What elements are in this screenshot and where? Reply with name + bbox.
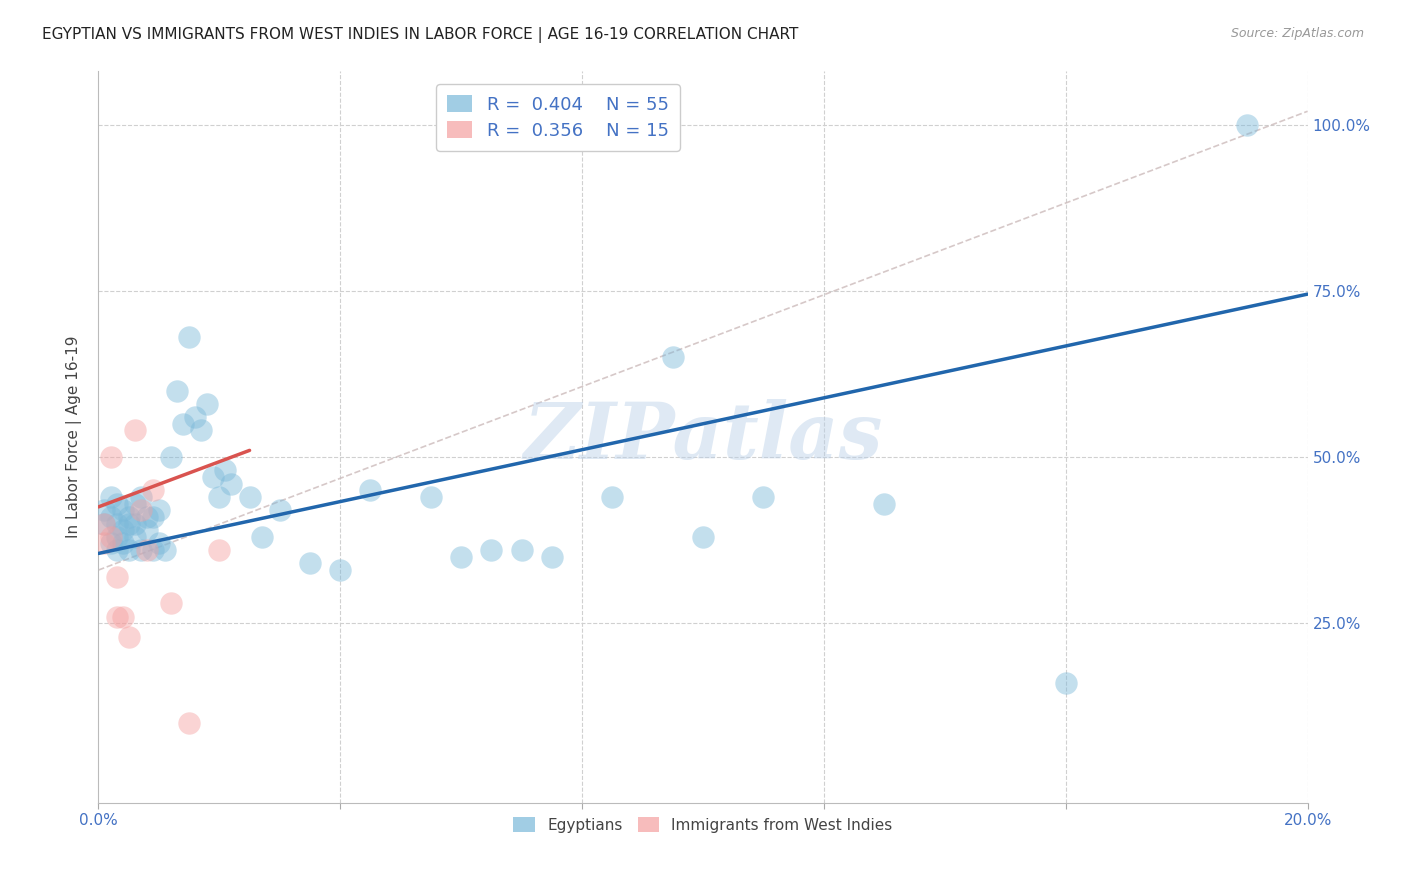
Point (208, 543, 231, 558)
Point (208, 490, 231, 504)
Point (153, 543, 176, 558)
Point (239, 490, 262, 504)
Point (124, 424, 146, 438)
Point (118, 543, 141, 558)
Point (124, 530, 146, 544)
Point (420, 490, 443, 504)
Point (105, 609, 128, 624)
Legend: Egyptians, Immigrants from West Indies: Egyptians, Immigrants from West Indies (508, 812, 898, 839)
Text: Source: ZipAtlas.com: Source: ZipAtlas.com (1230, 27, 1364, 40)
Point (148, 503, 170, 517)
Point (450, 549, 472, 564)
Point (142, 509, 165, 524)
Point (100, 490, 122, 504)
Point (873, 497, 896, 511)
Point (172, 417, 194, 431)
Point (105, 516, 128, 531)
Point (166, 384, 188, 398)
Point (93, 516, 115, 531)
Point (179, 716, 201, 731)
Point (540, 549, 562, 564)
Point (602, 490, 624, 504)
Point (105, 543, 128, 558)
Point (105, 570, 128, 584)
Point (184, 410, 207, 425)
Point (190, 424, 212, 438)
Point (250, 530, 273, 544)
Point (195, 397, 218, 411)
Point (481, 543, 503, 558)
Point (100, 530, 122, 544)
Y-axis label: In Labor Force | Age 16-19: In Labor Force | Age 16-19 (66, 335, 83, 539)
Point (129, 543, 152, 558)
Point (179, 330, 201, 344)
Point (142, 543, 165, 558)
Point (118, 509, 141, 524)
Point (329, 563, 352, 577)
Point (142, 483, 165, 498)
Point (752, 490, 775, 504)
Point (1236, 118, 1258, 132)
Point (692, 530, 714, 544)
Point (111, 523, 134, 537)
Point (129, 490, 152, 504)
Text: EGYPTIAN VS IMMIGRANTS FROM WEST INDIES IN LABOR FORCE | AGE 16-19 CORRELATION C: EGYPTIAN VS IMMIGRANTS FROM WEST INDIES … (42, 27, 799, 43)
Text: ZIPatlas: ZIPatlas (523, 399, 883, 475)
Point (111, 609, 134, 624)
Point (148, 536, 170, 550)
Point (93, 503, 115, 517)
Point (100, 450, 122, 464)
Point (105, 497, 128, 511)
Point (118, 630, 141, 644)
Point (221, 476, 243, 491)
Point (135, 543, 157, 558)
Point (135, 509, 157, 524)
Point (124, 516, 146, 531)
Point (93, 536, 115, 550)
Point (1054, 676, 1077, 690)
Point (135, 523, 157, 537)
Point (100, 509, 122, 524)
Point (661, 351, 683, 365)
Point (299, 557, 322, 571)
Point (111, 503, 134, 517)
Point (510, 543, 533, 558)
Point (93, 516, 115, 531)
Point (111, 536, 134, 550)
Point (360, 483, 382, 498)
Point (105, 530, 128, 544)
Point (214, 463, 236, 477)
Point (160, 596, 183, 610)
Point (124, 497, 146, 511)
Point (160, 450, 183, 464)
Point (129, 503, 152, 517)
Point (269, 503, 291, 517)
Point (118, 516, 141, 531)
Point (202, 470, 225, 484)
Point (100, 536, 122, 550)
